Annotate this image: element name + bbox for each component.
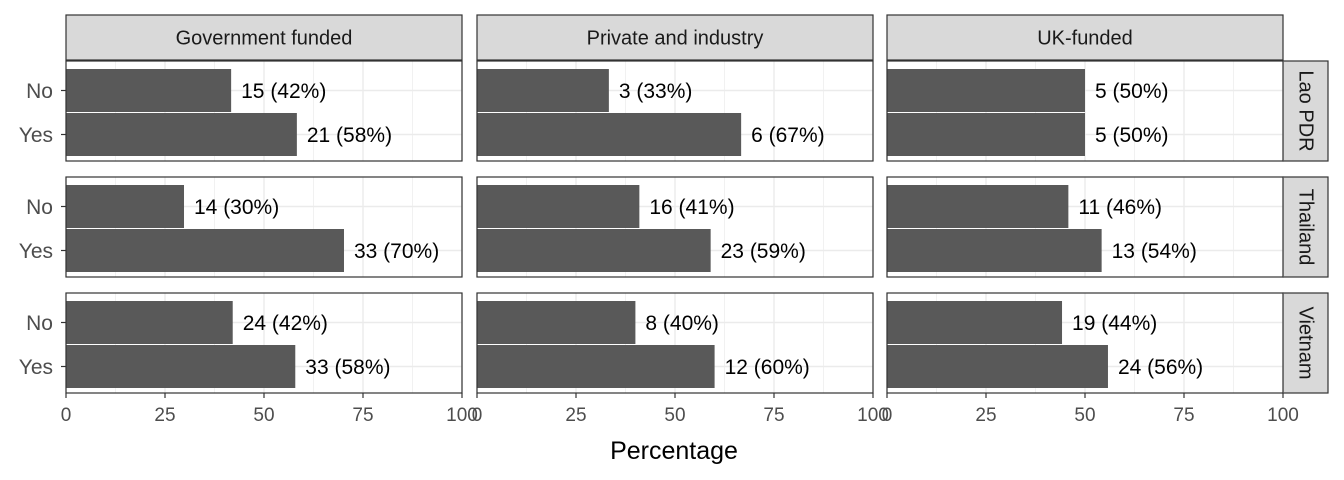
bar (887, 69, 1085, 112)
y-tick-label: No (26, 196, 53, 219)
x-tick-label: 0 (882, 405, 893, 426)
bar (477, 229, 711, 272)
data-label: 16 (41%) (649, 196, 734, 219)
bar (887, 301, 1063, 344)
y-tick-label: No (26, 80, 53, 103)
row-strip (1282, 176, 1329, 278)
column-strip (886, 14, 1284, 61)
data-label: 13 (54%) (1112, 240, 1197, 263)
y-tick-label: Yes (19, 240, 53, 263)
bar (66, 113, 297, 156)
bar (477, 69, 609, 112)
data-label: 11 (46%) (1078, 196, 1162, 219)
data-label: 21 (58%) (307, 124, 392, 147)
x-tick-label: 50 (253, 405, 274, 426)
x-tick-label: 0 (472, 405, 483, 426)
column-strip (65, 14, 463, 61)
data-label: 14 (30%) (194, 196, 279, 219)
bar (66, 345, 296, 388)
data-label: 33 (58%) (305, 356, 390, 379)
panel-border (886, 176, 1284, 278)
row-strip-label: Thailand (1295, 189, 1317, 266)
data-label: 5 (50%) (1095, 80, 1169, 103)
x-tick-label: 0 (61, 405, 72, 426)
x-tick-label: 50 (664, 405, 685, 426)
data-label: 3 (33%) (619, 80, 693, 103)
data-label: 24 (56%) (1118, 356, 1203, 379)
column-strip (476, 14, 874, 61)
x-tick-label: 100 (446, 405, 478, 426)
row-strip-label: Vietnam (1295, 306, 1317, 379)
x-tick-label: 25 (154, 405, 175, 426)
bar (887, 113, 1085, 156)
column-strip-label: Private and industry (587, 28, 764, 50)
data-label: 19 (44%) (1072, 312, 1157, 335)
data-label: 33 (70%) (354, 240, 439, 263)
bar (477, 301, 636, 344)
bar (887, 229, 1102, 272)
bar (66, 185, 185, 228)
x-axis-title: Percentage (610, 437, 738, 465)
bar (477, 113, 742, 156)
bar (66, 229, 344, 272)
bar (66, 301, 233, 344)
data-label: 15 (42%) (241, 80, 326, 103)
y-tick-label: Yes (19, 124, 53, 147)
x-tick-label: 25 (565, 405, 586, 426)
data-label: 24 (42%) (243, 312, 328, 335)
row-strip (1282, 60, 1329, 162)
column-strip-label: UK-funded (1037, 28, 1133, 50)
bar (887, 345, 1108, 388)
data-label: 6 (67%) (751, 124, 825, 147)
panel-border (65, 176, 463, 278)
data-label: 12 (60%) (725, 356, 810, 379)
x-tick-label: 25 (975, 405, 996, 426)
data-label: 5 (50%) (1095, 124, 1169, 147)
panel-border (886, 60, 1284, 162)
x-tick-label: 75 (352, 405, 373, 426)
bar (887, 185, 1069, 228)
panel-border (476, 176, 874, 278)
column-strip-label: Government funded (176, 28, 353, 50)
data-label: 8 (40%) (645, 312, 719, 335)
x-tick-label: 100 (1267, 405, 1299, 426)
bar (66, 69, 232, 112)
data-label: 23 (59%) (721, 240, 806, 263)
x-tick-label: 50 (1074, 405, 1095, 426)
y-tick-label: No (26, 312, 53, 335)
panel-border (65, 60, 463, 162)
x-tick-label: 100 (857, 405, 889, 426)
bar (477, 345, 715, 388)
row-strip-label: Lao PDR (1295, 70, 1317, 151)
bar (477, 185, 640, 228)
panel-border (476, 60, 874, 162)
x-tick-label: 75 (763, 405, 784, 426)
x-tick-label: 75 (1173, 405, 1194, 426)
y-tick-label: Yes (19, 356, 53, 379)
